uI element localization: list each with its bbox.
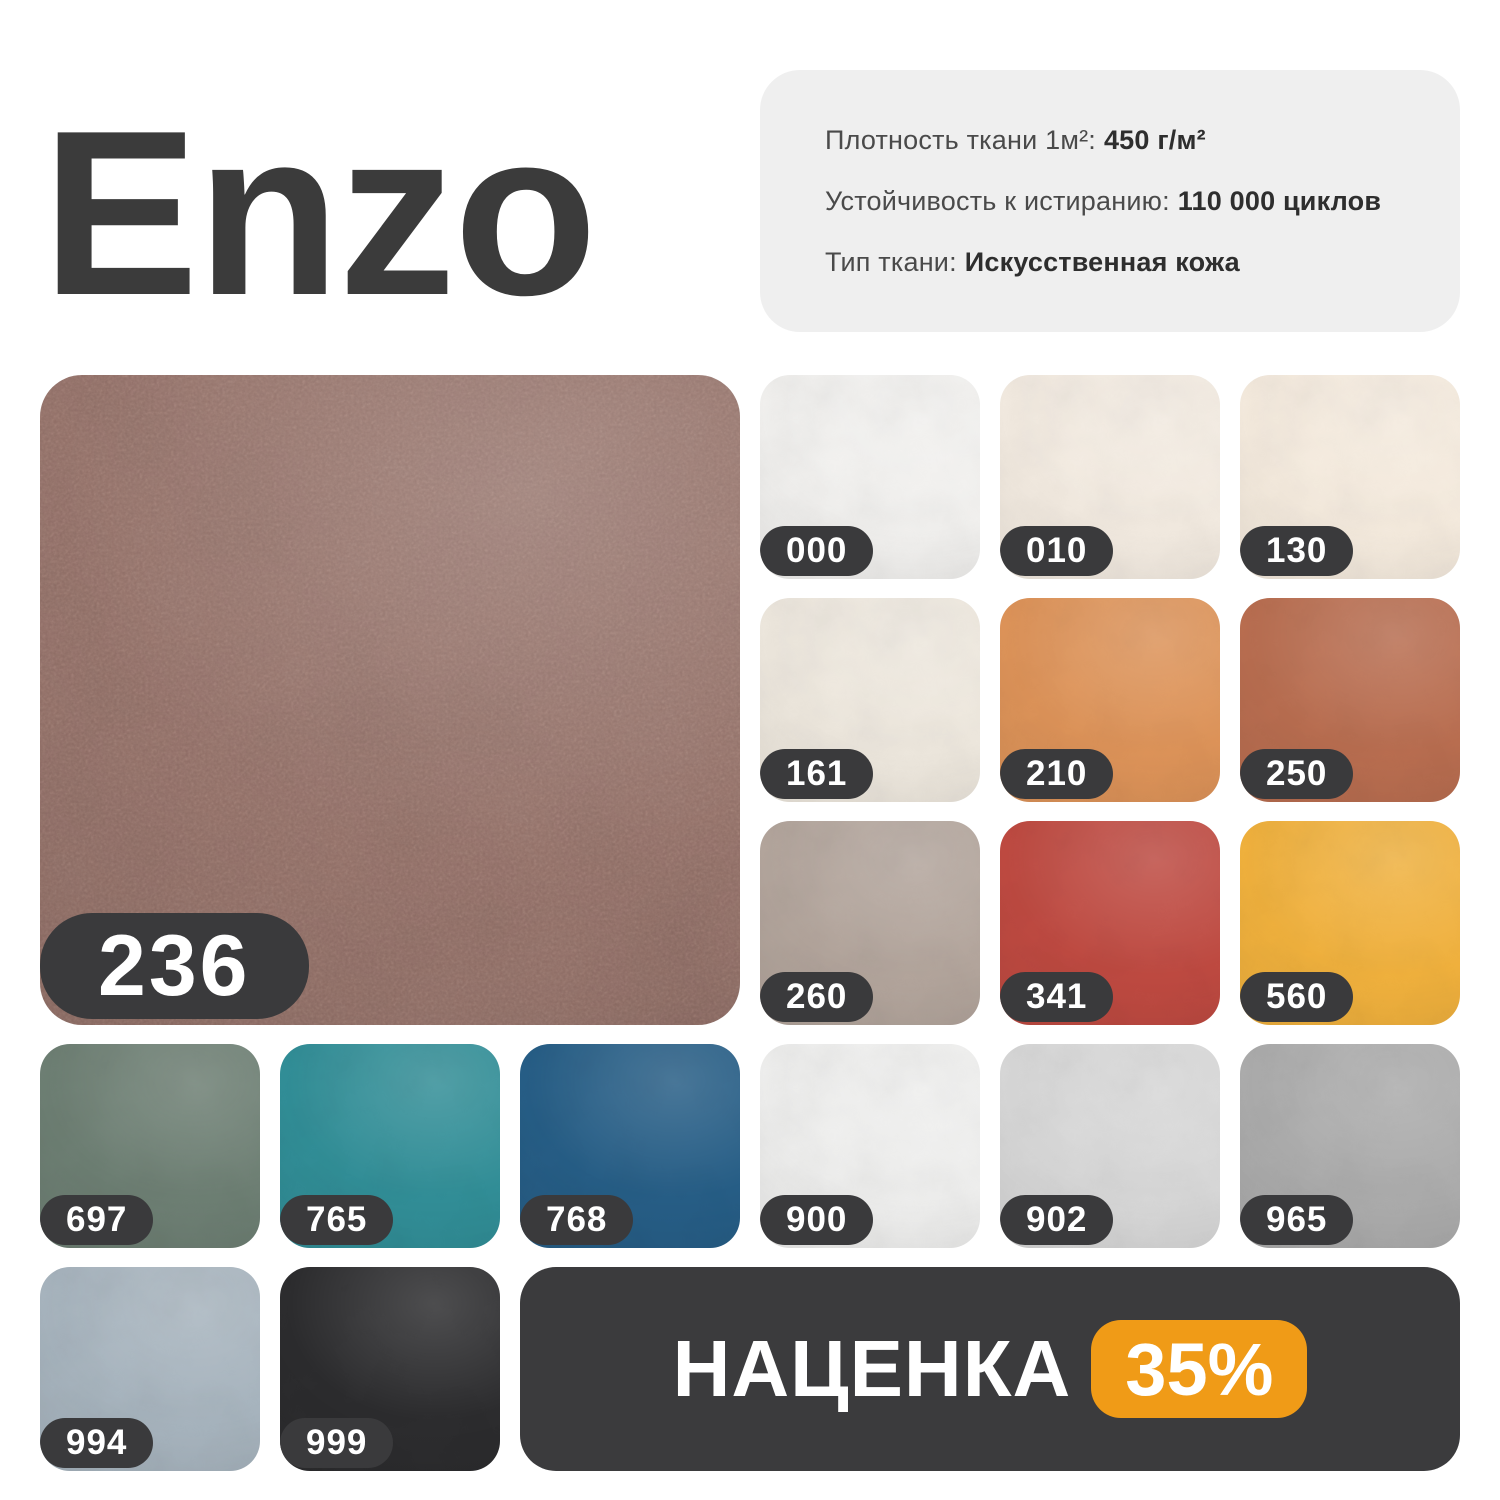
swatch-code-badge: 236 xyxy=(40,913,309,1019)
markup-percent-badge: 35% xyxy=(1091,1320,1308,1418)
swatch-code-badge: 768 xyxy=(520,1195,634,1245)
swatch-code-badge: 965 xyxy=(1240,1195,1354,1245)
swatch-994: 994 xyxy=(40,1267,260,1471)
swatch-902: 902 xyxy=(1000,1044,1220,1248)
markup-label: НАЦЕНКА xyxy=(672,1324,1072,1413)
swatch-000: 000 xyxy=(760,375,980,579)
swatch-161: 161 xyxy=(760,598,980,802)
spec-density-label: Плотность ткани 1м²: xyxy=(825,124,1096,155)
spec-type-value: Искусственная кожа xyxy=(964,246,1240,277)
spec-density-value: 450 г/м² xyxy=(1103,124,1206,155)
swatch-999: 999 xyxy=(280,1267,500,1471)
spec-type: Тип ткани: Искусственная кожа xyxy=(825,247,1460,278)
swatch-code-badge: 260 xyxy=(760,972,874,1022)
spec-abrasion: Устойчивость к истиранию: 110 000 циклов xyxy=(825,186,1460,217)
swatch-main-236: 236 xyxy=(40,375,740,1025)
swatch-code-badge: 210 xyxy=(1000,749,1114,799)
swatch-code-badge: 010 xyxy=(1000,526,1114,576)
swatch-210: 210 xyxy=(1000,598,1220,802)
spec-abrasion-value: 110 000 циклов xyxy=(1177,185,1382,216)
swatch-code-badge: 697 xyxy=(40,1195,154,1245)
swatch-965: 965 xyxy=(1240,1044,1460,1248)
swatch-code-badge: 560 xyxy=(1240,972,1354,1022)
swatch-900: 900 xyxy=(760,1044,980,1248)
swatch-code-badge: 994 xyxy=(40,1418,154,1468)
swatch-697: 697 xyxy=(40,1044,260,1248)
swatch-code-badge: 161 xyxy=(760,749,874,799)
swatch-code-badge: 900 xyxy=(760,1195,874,1245)
fabric-name-title: Enzo xyxy=(42,81,597,344)
swatch-code-badge: 902 xyxy=(1000,1195,1114,1245)
swatch-code-badge: 341 xyxy=(1000,972,1114,1022)
spec-density: Плотность ткани 1м²: 450 г/м² xyxy=(825,125,1460,156)
specs-card: Плотность ткани 1м²: 450 г/м² Устойчивост… xyxy=(760,70,1460,332)
swatch-768: 768 xyxy=(520,1044,740,1248)
swatch-code-badge: 999 xyxy=(280,1418,394,1468)
swatch-765: 765 xyxy=(280,1044,500,1248)
swatch-250: 250 xyxy=(1240,598,1460,802)
spec-abrasion-label: Устойчивость к истиранию: xyxy=(825,185,1170,216)
swatch-130: 130 xyxy=(1240,375,1460,579)
spec-type-label: Тип ткани: xyxy=(825,246,957,277)
swatch-010: 010 xyxy=(1000,375,1220,579)
swatch-560: 560 xyxy=(1240,821,1460,1025)
swatch-code-badge: 250 xyxy=(1240,749,1354,799)
swatch-code-badge: 130 xyxy=(1240,526,1354,576)
swatch-code-badge: 000 xyxy=(760,526,874,576)
swatch-341: 341 xyxy=(1000,821,1220,1025)
swatch-260: 260 xyxy=(760,821,980,1025)
markup-bar: НАЦЕНКА 35% xyxy=(520,1267,1460,1471)
swatch-code-badge: 765 xyxy=(280,1195,394,1245)
